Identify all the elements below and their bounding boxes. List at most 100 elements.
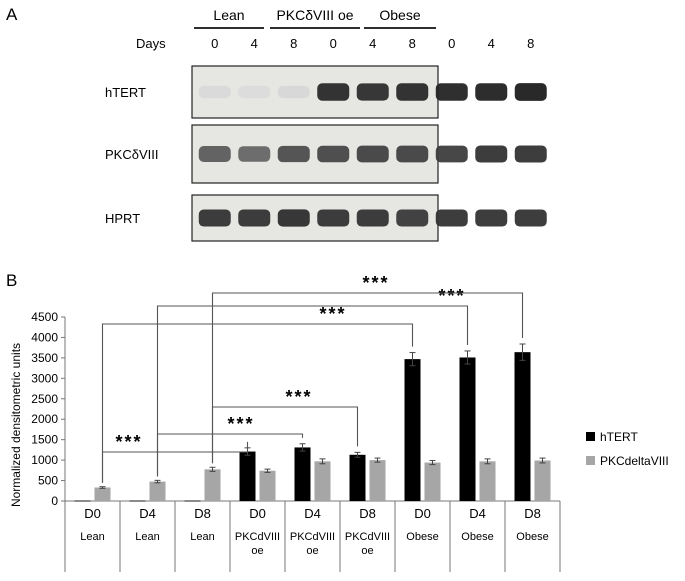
significance-bracket [101,323,414,483]
group-label-0: Lean [213,7,244,23]
bar-pkcdeltaviii [424,462,441,501]
x-tick-label-day: D4 [469,506,486,521]
x-tick-label-group: Lean [190,531,214,543]
x-tick-label-day: D0 [84,506,101,521]
bar-htert [349,454,366,501]
lane-day-label: 4 [488,36,495,51]
y-tick-label: 4000 [31,330,58,344]
significance-stars: *** [438,286,465,306]
legend-label: PKCdeltaVIII [600,454,669,468]
panel-a-label: A [6,5,18,24]
blot-band [317,209,350,227]
blot-label: PKCδVIII [105,147,158,162]
bar-htert [404,359,421,501]
blot-label: hTERT [105,85,146,100]
x-tick-label-day: D8 [524,506,541,521]
x-tick-label-day: D8 [359,506,376,521]
blot-band [198,85,231,99]
blot-band [514,145,547,163]
significance-stars: *** [362,273,389,293]
x-tick-label-group: Lean [80,531,104,543]
blot-label: HPRT [105,211,140,226]
lane-day-label: 0 [211,36,218,51]
blot-band [396,145,429,163]
bar-htert [239,451,256,501]
blot-band [356,145,389,163]
lane-day-label: 8 [527,36,534,51]
bar-htert [129,500,146,502]
blot-band [277,85,310,99]
x-tick-label-group: Obese [516,531,548,543]
blot-band [475,145,508,163]
y-tick-label: 1000 [31,453,58,467]
blot-band [514,83,547,101]
y-axis-title: Normalized densitometric units [9,343,23,507]
y-tick-label: 0 [51,494,58,508]
x-tick-label-day: D8 [194,506,211,521]
x-tick-label-group: Lean [135,531,159,543]
western-blot-panel: Lean PKCδVIII oe Obese 0 4 8 0 4 8 0 4 8 hTERT PKCδVI… [105,7,547,242]
blot-band [238,209,271,227]
lane-day-label: 4 [369,36,376,51]
lane-day-label: 8 [290,36,297,51]
blot-band [396,83,429,101]
significance-bracket [156,305,469,477]
significance-bracket [156,433,304,477]
bar-pkcdeltaviii [369,460,386,501]
x-tick-label-group: Obese [406,531,438,543]
group-label-1: PKCδVIII oe [276,7,353,23]
significance-stars: *** [115,432,142,452]
blot-band [198,146,231,162]
legend-label: hTERT [600,430,638,444]
lane-day-label: 4 [251,36,258,51]
x-tick-label-group: PKCdVIII oe [290,531,335,557]
panel-b-label: B [6,271,17,290]
x-tick-label-day: D0 [249,506,266,521]
bar-htert [514,352,531,501]
significance-stars: *** [319,304,346,324]
blot-band [317,83,350,101]
bar-chart: 0 500 1000 1500 2000 2500 3000 3500 4000 4500 D0 Le… [31,273,669,572]
days-label: Days [136,36,166,51]
blot-band [475,83,508,101]
bar-pkcdeltaviii [534,460,551,501]
blot-band [396,209,429,227]
blot-band [356,209,389,227]
lane-day-label: 0 [330,36,337,51]
y-tick-label: 3000 [31,371,58,385]
x-tick-label-day: D0 [414,506,431,521]
y-tick-label: 1500 [31,433,58,447]
bar-htert [184,500,201,502]
blot-band [238,85,271,99]
y-tick-label: 4500 [31,310,58,324]
bar-pkcdeltaviii [259,470,276,501]
blot-band [475,209,508,227]
blot-band [277,145,310,163]
blot-band [435,145,468,163]
lane-day-label: 0 [448,36,455,51]
legend-swatch-1 [586,456,595,465]
x-tick-label-group: Obese [461,531,493,543]
bar-htert [459,357,476,501]
legend-swatch-0 [586,432,595,441]
bar-htert [74,500,91,502]
bar-pkcdeltaviii [314,461,331,501]
lane-day-label: 8 [409,36,416,51]
significance-stars: *** [227,414,254,434]
blot-band [356,83,389,101]
y-tick-label: 3500 [31,351,58,365]
blot-band [277,209,310,227]
bar-htert [294,447,311,501]
y-tick-label: 500 [38,474,58,488]
bar-pkcdeltaviii [204,469,221,501]
bar-pkcdeltaviii [149,481,166,501]
x-tick-label-day: D4 [304,506,321,521]
blot-band [198,209,231,227]
y-tick-label: 2500 [31,392,58,406]
x-tick-label-group: PKCdVIII oe [235,531,280,557]
bar-pkcdeltaviii [94,487,111,501]
blot-band [435,209,468,227]
blot-band [435,83,468,101]
blot-band [317,145,350,163]
blot-band [238,146,271,162]
